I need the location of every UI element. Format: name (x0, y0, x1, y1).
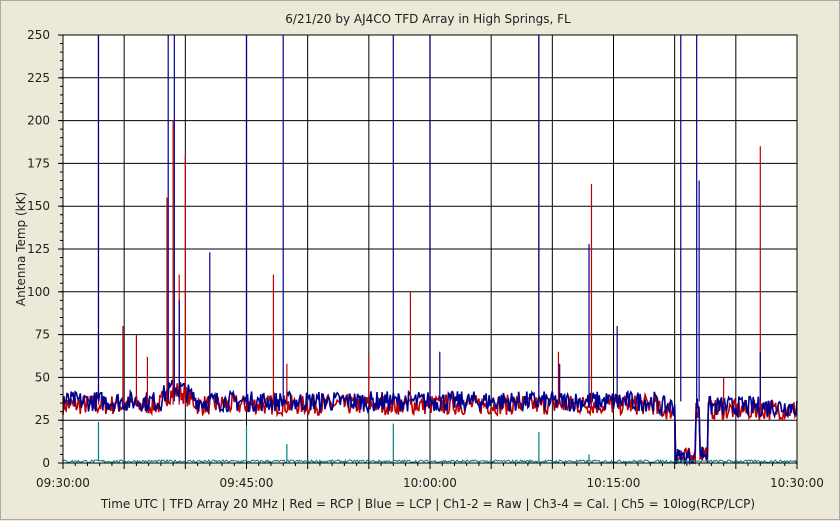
chart-title: 6/21/20 by AJ4CO TFD Array in High Sprin… (285, 12, 571, 26)
y-tick-labels: 0 25 50 75 100 125 150 175 200 225 250 (27, 28, 63, 470)
x-tick-label: 10:15:00 (587, 476, 641, 490)
y-tick-label: 50 (35, 370, 50, 384)
spike-group (97, 35, 761, 462)
y-axis-label: Antenna Temp (kK) (14, 192, 28, 306)
y-tick-label: 100 (27, 285, 50, 299)
x-tick-label: 10:00:00 (403, 476, 457, 490)
chart-footer: Time UTC | TFD Array 20 MHz | Red = RCP … (100, 497, 755, 511)
y-tick-label: 150 (27, 199, 50, 213)
y-tick-label: 250 (27, 28, 50, 42)
y-tick-label: 200 (27, 114, 50, 128)
y-tick-label: 0 (42, 456, 50, 470)
x-tick-label: 09:45:00 (220, 476, 274, 490)
y-tick-label: 175 (27, 156, 50, 170)
x-tick-label: 10:30:00 (770, 476, 824, 490)
y-tick-label: 125 (27, 242, 50, 256)
y-tick-label: 25 (35, 413, 50, 427)
y-tick-label: 225 (27, 71, 50, 85)
x-tick-label: 09:30:00 (36, 476, 90, 490)
series-line-3 (62, 458, 798, 464)
x-tick-labels: 09:30:00 09:45:00 10:00:00 10:15:00 10:30:00 (36, 463, 824, 490)
y-tick-label: 75 (35, 328, 50, 342)
